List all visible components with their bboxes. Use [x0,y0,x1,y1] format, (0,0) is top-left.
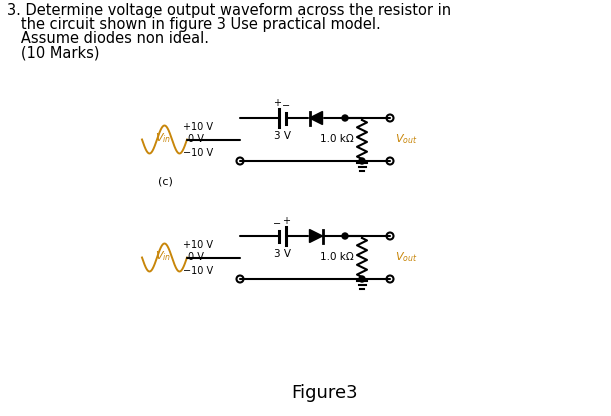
Text: $V_{out}$: $V_{out}$ [395,250,417,265]
Text: (10 Marks): (10 Marks) [7,45,100,60]
Text: 3 V: 3 V [274,131,290,141]
Circle shape [359,276,365,282]
Text: 1.0 kΩ: 1.0 kΩ [320,253,354,262]
Text: Assume diodes non ideal.: Assume diodes non ideal. [7,31,209,46]
Circle shape [359,158,365,164]
Text: −10 V: −10 V [183,148,213,158]
Text: +: + [274,97,282,107]
Text: the circuit shown in figure 3 Use practical model.: the circuit shown in figure 3 Use practi… [7,17,381,32]
Text: $V_{out}$: $V_{out}$ [395,133,417,146]
Text: 0 V: 0 V [188,253,204,262]
Polygon shape [310,111,323,124]
Text: +: + [282,215,290,225]
Text: 3. Determine voltage output waveform across the resistor in: 3. Determine voltage output waveform acr… [7,3,451,18]
Text: −: − [282,101,291,111]
Circle shape [342,115,348,121]
Text: 1.0 kΩ: 1.0 kΩ [320,134,354,144]
Circle shape [342,233,348,239]
Text: +10 V: +10 V [183,121,213,131]
Text: +10 V: +10 V [183,240,213,250]
Text: (c): (c) [158,176,173,186]
Polygon shape [310,230,323,243]
Text: 0 V: 0 V [188,134,204,144]
Text: −: − [274,219,282,229]
Text: −10 V: −10 V [183,265,213,275]
Text: $V_{in}$: $V_{in}$ [155,131,171,146]
Text: $V_{in}$: $V_{in}$ [155,250,171,263]
Text: 3 V: 3 V [274,249,290,259]
Text: Figure3: Figure3 [291,384,358,402]
